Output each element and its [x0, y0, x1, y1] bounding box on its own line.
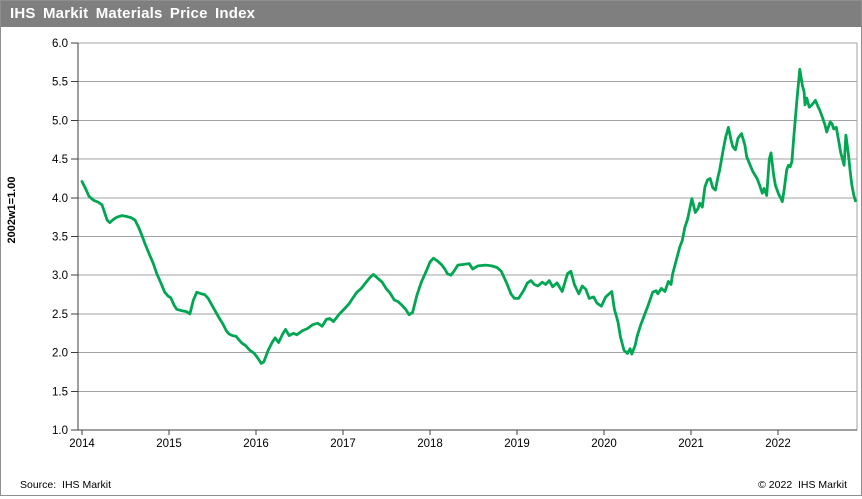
y-tick-label: 3.0 [52, 270, 68, 282]
source-note: Source: IHS Markit [20, 479, 112, 491]
y-tick-label: 4.5 [52, 154, 68, 166]
title-bar: IHS Markit Materials Price Index [0, 0, 862, 27]
x-tick-label: 2017 [330, 438, 356, 450]
y-tick-label: 5.5 [52, 77, 68, 89]
y-tick-label: 1.5 [52, 386, 68, 398]
x-tick-label: 2022 [765, 438, 791, 450]
y-tick-label: 4.0 [52, 193, 68, 205]
x-tick-label: 2018 [417, 438, 443, 450]
x-tick-label: 2016 [243, 438, 269, 450]
y-tick-label: 6.0 [52, 38, 68, 50]
chart-title: IHS Markit Materials Price Index [10, 5, 256, 22]
y-tick-label: 5.0 [52, 115, 68, 127]
copyright-note: © 2022 IHS Markit [758, 479, 847, 491]
x-tick-label: 2019 [504, 438, 530, 450]
x-tick-label: 2014 [69, 438, 95, 450]
y-tick-label: 2.0 [52, 348, 68, 360]
y-tick-label: 2.5 [52, 309, 68, 321]
x-tick-label: 2020 [591, 438, 617, 450]
y-tick-label: 3.5 [52, 232, 68, 244]
x-tick-label: 2021 [678, 438, 704, 450]
y-tick-label: 1.0 [52, 425, 68, 437]
price-index-line [80, 67, 857, 365]
x-tick-label: 2015 [156, 438, 182, 450]
